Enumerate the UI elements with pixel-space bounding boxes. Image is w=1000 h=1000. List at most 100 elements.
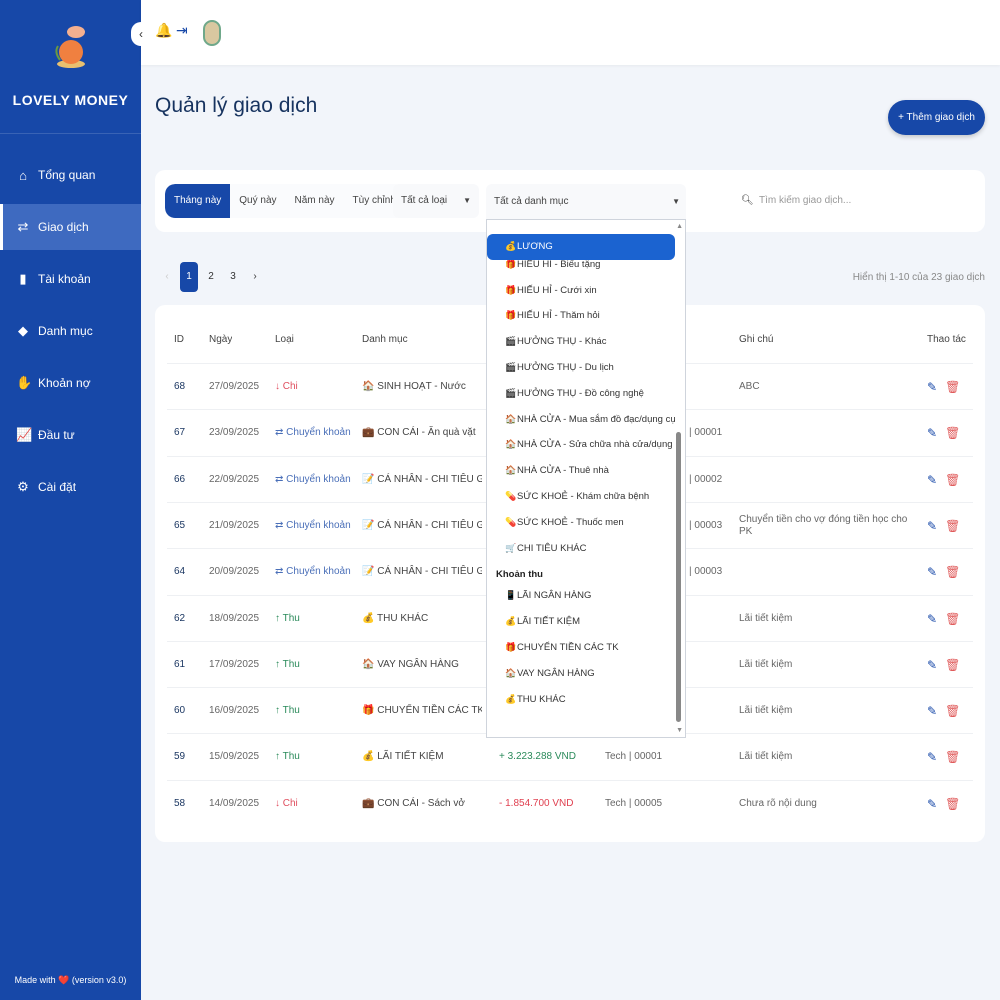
dropdown-option[interactable]: 🏠NHÀ CỬA - Thuê nhà <box>487 458 675 484</box>
trash-icon[interactable]: 🗑 <box>945 704 961 719</box>
dropdown-option[interactable]: 🛒CHI TIÊU KHÁC <box>487 536 675 562</box>
trash-icon[interactable]: 🗑 <box>945 750 961 765</box>
option-label: HIẾU HỈ - Biếu tặng <box>517 258 601 270</box>
dropdown-option[interactable]: 🎬HƯỞNG THỤ - Khác <box>487 329 675 355</box>
row-actions: ✎ 🗑 <box>927 781 960 829</box>
edit-icon[interactable]: ✎ <box>927 611 938 626</box>
edit-icon[interactable]: ✎ <box>927 565 938 580</box>
page-button[interactable]: 3 <box>230 271 236 282</box>
tab-period-2[interactable]: Năm này <box>294 195 335 206</box>
option-label: LÃI TIẾT KIỆM <box>517 616 581 628</box>
trash-icon[interactable]: 🗑 <box>945 518 961 533</box>
trash-icon[interactable]: 🗑 <box>945 472 961 487</box>
sidebar-item-2[interactable]: ▮ Tài khoản <box>0 256 141 302</box>
row-note: Lãi tiết kiệm <box>739 751 793 763</box>
dropdown-option[interactable]: 🎬HƯỞNG THỤ - Đồ công nghệ <box>487 381 675 407</box>
tab-period-0[interactable]: Tháng này <box>165 184 231 218</box>
dropdown-option[interactable]: 💰LÃI TIẾT KIỆM <box>487 609 675 635</box>
transfer-icon: ⇄ <box>17 219 29 234</box>
row-account: | 00003 <box>689 566 723 578</box>
scroll-up-icon[interactable]: ▲ <box>676 223 683 230</box>
category-dropdown-list[interactable]: ▲ ▼ 🚗ĐI LẠI - Xăng xe🎁HIẾU HỈ - Biếu tặn… <box>486 219 686 738</box>
edit-icon[interactable]: ✎ <box>927 472 938 487</box>
dropdown-scrollbar[interactable] <box>676 432 681 722</box>
avatar[interactable] <box>203 20 221 46</box>
edit-icon[interactable]: ✎ <box>927 380 938 394</box>
chevron-down-icon: ▼ <box>672 197 680 206</box>
option-label: NHÀ CỬA - Mua sắm đồ đạc/dụng cụ <box>517 413 675 425</box>
category-emoji-icon: 🎬 <box>505 387 517 398</box>
tab-period-3[interactable]: Tùy chỉnh <box>352 195 396 206</box>
dropdown-option[interactable]: 🎬HƯỞNG THỤ - Du lịch <box>487 355 675 381</box>
dropdown-option[interactable]: 💰LƯƠNG <box>487 234 675 260</box>
row-date: 15/09/2025 <box>209 751 260 763</box>
row-actions: ✎ 🗑 <box>927 734 960 782</box>
trash-icon[interactable]: 🗑 <box>945 796 961 811</box>
dropdown-option[interactable]: 📱LÃI NGÂN HÀNG <box>487 583 675 609</box>
edit-icon[interactable]: ✎ <box>927 518 938 533</box>
column-header: Ngày <box>209 334 233 345</box>
edit-icon[interactable]: ✎ <box>927 704 938 719</box>
row-note <box>739 549 917 595</box>
dropdown-option[interactable]: 🎁CHUYỂN TIỀN CÁC TK <box>487 635 675 661</box>
row-note: Lãi tiết kiệm <box>739 612 793 624</box>
edit-icon[interactable]: ✎ <box>927 426 938 441</box>
trash-icon[interactable]: 🗑 <box>945 380 961 394</box>
trash-icon[interactable]: 🗑 <box>945 657 961 672</box>
bell-icon[interactable]: 🔔 <box>155 22 173 38</box>
row-id: 68 <box>174 381 186 392</box>
search-input[interactable]: 🔍︎ Tìm kiếm giao dịch... <box>733 184 963 218</box>
dropdown-option[interactable]: 🏠VAY NGÂN HÀNG <box>487 661 675 687</box>
trash-icon[interactable]: 🗑 <box>945 611 961 626</box>
row-actions: ✎ 🗑 <box>927 364 960 412</box>
sidebar-item-1[interactable]: ⇄ Giao dịch <box>0 204 141 250</box>
scroll-down-icon[interactable]: ▼ <box>676 727 683 734</box>
edit-icon[interactable]: ✎ <box>927 657 938 672</box>
column-header: Danh mục <box>362 334 408 345</box>
row-date: 23/09/2025 <box>209 427 260 439</box>
row-type: ⇄ Chuyển khoản <box>275 473 351 485</box>
tag-icon: ◆ <box>18 323 28 338</box>
dropdown-option[interactable]: 🎁HIẾU HỈ - Cưới xin <box>487 278 675 304</box>
category-emoji-icon: 🎁 <box>505 310 517 321</box>
category-select[interactable]: Tất cả danh mục ▼ <box>486 184 686 219</box>
category-emoji-icon: 💰 <box>505 241 517 251</box>
category-emoji-icon: 📱 <box>505 590 517 601</box>
hand-money-icon: ✋ <box>16 375 33 390</box>
trash-icon[interactable]: 🗑 <box>945 565 961 580</box>
row-category: 💰 LÃI TIẾT KIỆM <box>362 751 444 763</box>
logout-icon[interactable]: ⇥ <box>176 22 188 38</box>
add-transaction-button[interactable]: + Thêm giao dịch <box>888 100 985 135</box>
page-button[interactable]: 2 <box>208 271 214 282</box>
type-select[interactable]: Tất cả loại ▼ <box>393 184 479 218</box>
category-emoji-icon: 🏠 <box>505 413 517 424</box>
dropdown-option[interactable]: 🎁HIẾU HỈ - Thăm hỏi <box>487 303 675 329</box>
sidebar-item-5[interactable]: 📈 Đầu tư <box>0 412 141 458</box>
dropdown-option[interactable]: 💊SỨC KHOẺ - Khám chữa bệnh <box>487 484 675 510</box>
sidebar-item-6[interactable]: ⚙ Cài đặt <box>0 464 141 510</box>
row-id: 58 <box>174 797 186 809</box>
sidebar-item-3[interactable]: ◆ Danh mục <box>0 308 141 354</box>
sidebar-item-0[interactable]: ⌂ Tổng quan <box>0 152 141 198</box>
row-actions: ✎ 🗑 <box>927 457 960 505</box>
prev-page-button[interactable]: ‹ <box>165 271 169 282</box>
sidebar-item-4[interactable]: ✋ Khoản nợ <box>0 360 141 406</box>
dropdown-option[interactable]: 💊SỨC KHOẺ - Thuốc men <box>487 510 675 536</box>
category-emoji-icon: 💰 <box>505 616 517 627</box>
tab-period-1[interactable]: Quý này <box>239 195 277 206</box>
page-button[interactable]: 1 <box>180 262 198 292</box>
sidebar-item-label: Tổng quan <box>38 168 96 182</box>
dropdown-option[interactable]: 🏠NHÀ CỬA - Mua sắm đồ đạc/dụng cụ <box>487 407 675 433</box>
dropdown-option[interactable]: 🏠NHÀ CỬA - Sửa chữa nhà cửa/dụng cụ <box>487 432 675 458</box>
dropdown-option[interactable]: 💰THU KHÁC <box>487 687 675 713</box>
edit-icon[interactable]: ✎ <box>927 750 938 765</box>
edit-icon[interactable]: ✎ <box>927 796 938 811</box>
sidebar-item-label: Giao dịch <box>38 220 89 234</box>
dropdown-option[interactable]: 🎁HIẾU HỈ - Biếu tặng <box>487 252 675 278</box>
collapse-sidebar-button[interactable]: ‹ <box>131 22 151 46</box>
category-emoji-icon: 🏠 <box>505 439 517 450</box>
trash-icon[interactable]: 🗑 <box>945 426 961 441</box>
dropdown-group-label: Khoản thu <box>496 569 543 581</box>
row-note <box>739 457 917 503</box>
next-page-button[interactable]: › <box>253 271 257 282</box>
